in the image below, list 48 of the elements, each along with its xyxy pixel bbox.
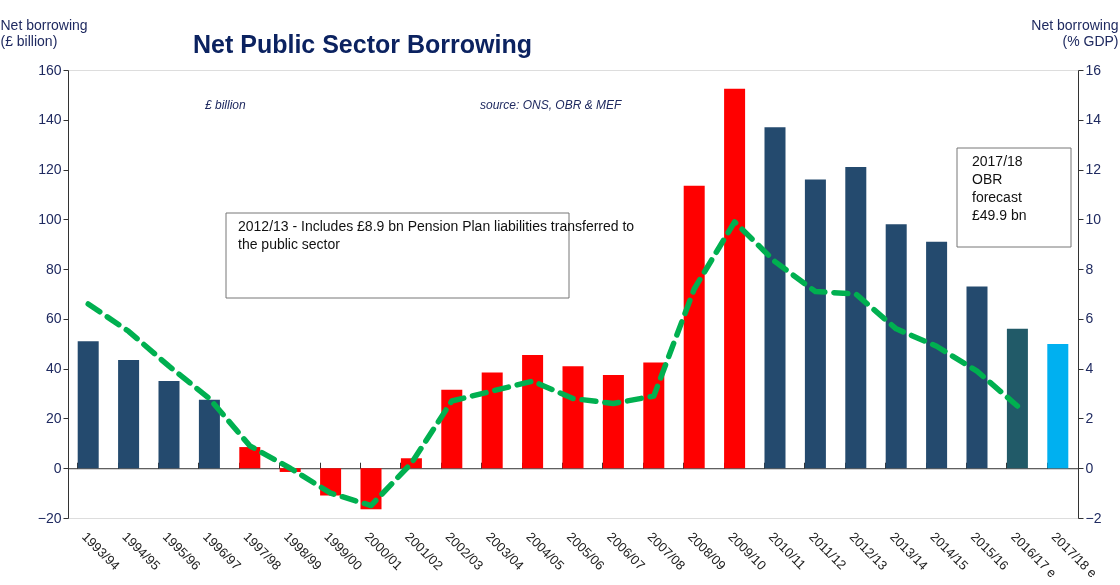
y-tick-label: 0 <box>53 459 62 476</box>
bar <box>522 354 544 469</box>
bar <box>966 286 988 469</box>
bar <box>441 389 463 469</box>
bar <box>1047 344 1069 469</box>
bar <box>602 374 624 469</box>
annotation: source: ONS, OBR & MEF <box>480 98 623 112</box>
y2-tick-label: 8 <box>1085 260 1094 277</box>
chart-title: Net Public Sector Borrowing <box>193 30 532 58</box>
y2-tick-label: 16 <box>1085 61 1102 78</box>
y-tick-label: 140 <box>38 111 62 128</box>
y-tick-label: 100 <box>38 210 62 227</box>
bar <box>239 447 261 469</box>
y-tick-label: −20 <box>37 509 62 526</box>
bar <box>926 241 948 469</box>
y-axis-title: Net borrowing (£ billion) <box>0 16 88 49</box>
bar <box>1006 328 1028 469</box>
bar <box>724 88 746 469</box>
y2-axis-title: Net borrowing (% GDP) <box>1031 16 1119 49</box>
bar <box>158 381 180 469</box>
y-tick-label: 80 <box>45 260 62 277</box>
annotation: 2017/18 OBR forecast £49.9 bn <box>972 153 1027 223</box>
y2-tick-label: 6 <box>1085 310 1094 327</box>
bar <box>562 366 584 469</box>
annotation: 2012/13 - Includes £8.9 bn Pension Plan liabilities transferred to the public sector <box>238 218 635 252</box>
bar <box>804 179 826 469</box>
annotation: £ billion <box>204 98 247 112</box>
bar <box>77 341 99 469</box>
y2-tick-label: 0 <box>1085 459 1094 476</box>
y2-tick-label: 4 <box>1085 360 1094 377</box>
y2-tick-label: 12 <box>1085 161 1102 178</box>
y-tick-label: 60 <box>45 310 62 327</box>
bar <box>118 359 140 469</box>
y-tick-label: 20 <box>45 409 62 426</box>
bar <box>764 127 786 469</box>
y-tick-label: 120 <box>38 161 62 178</box>
y2-tick-label: 2 <box>1085 409 1094 426</box>
y-tick-label: 40 <box>45 360 62 377</box>
bar <box>481 372 503 469</box>
bar <box>683 185 705 469</box>
y2-tick-label: 14 <box>1085 111 1102 128</box>
bar <box>885 224 907 469</box>
bar <box>643 362 665 469</box>
y2-tick-label: −2 <box>1085 509 1102 526</box>
bar <box>198 399 220 469</box>
bar <box>845 167 867 469</box>
y-tick-label: 160 <box>38 61 62 78</box>
y2-tick-label: 10 <box>1085 210 1102 227</box>
